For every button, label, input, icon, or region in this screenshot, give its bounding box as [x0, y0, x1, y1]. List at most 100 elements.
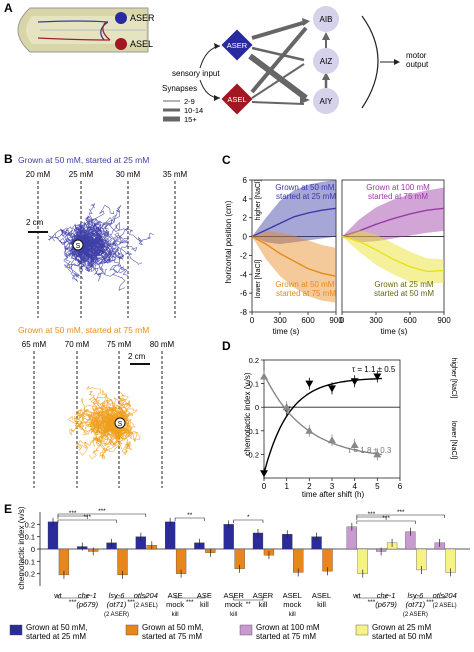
motor-bracket [361, 15, 379, 109]
e-significance-bracket [174, 595, 205, 599]
d-xlabel: time after shift (h) [302, 490, 365, 499]
d-plot: 0 1 2 3 4 5 6 -0.2 -0.1 0 0.1 0.2 [246, 356, 403, 491]
b-bottom-title: Grown at 50 mM, started at 75 mM [18, 325, 149, 335]
input-arrow-down [199, 79, 221, 99]
c-ytick-label: 0 [243, 233, 248, 242]
e-significance-label: *** [382, 515, 390, 522]
movement-track [91, 415, 121, 434]
e-significance-label: *** [368, 599, 376, 606]
c-plot-frame [251, 179, 337, 313]
d-ylabel: chemotactic index (vₗ/s) [243, 372, 252, 455]
c-mean-line [341, 235, 445, 273]
e-significance-label: *** [426, 599, 434, 606]
aser-label: ASER [130, 13, 155, 23]
e-significance-bracket [57, 595, 88, 599]
e-group-note: (2 ASEL) [433, 603, 457, 609]
c-ytick-label: 2 [243, 214, 248, 223]
d-ytick-label: -0.2 [246, 450, 259, 459]
e-group-note: (2 ASEL) [134, 603, 158, 609]
e-significance-label: *** [83, 514, 91, 521]
movement-track [107, 420, 121, 445]
movement-track [66, 244, 84, 283]
e-group-sublabel: (ot71) [406, 600, 426, 609]
c-xtick-label: 600 [403, 316, 417, 325]
e-significance-label: * [247, 514, 250, 521]
b-top-scale-label: 2 cm [26, 218, 44, 227]
d-xtick-label: 3 [330, 482, 335, 491]
b-top-tick-2: 25 mM [69, 170, 94, 179]
e-significance-bracket [356, 520, 416, 524]
d-data-point [305, 380, 314, 388]
aser-soma [115, 12, 127, 24]
d-data-point [350, 378, 359, 386]
e-group-sublabel: kill [200, 600, 209, 609]
e-significance-label: ** [187, 512, 193, 519]
legend-label-large: 15+ [184, 115, 197, 124]
d-ytick-label: -0.1 [246, 427, 259, 436]
movement-track [74, 216, 95, 246]
asel-dendrite [37, 37, 111, 41]
b-bottom-tick-4: 80 mM [150, 340, 175, 349]
b-top-tick-4: 35 mM [163, 170, 188, 179]
b-top-tracks [47, 203, 154, 291]
b-bottom-start-label: S [118, 421, 123, 428]
motor-output-text: motor output [406, 51, 429, 69]
legend-label-small: 2-9 [184, 97, 195, 106]
c-xlabel-left: time (s) [273, 327, 300, 336]
movement-track [77, 244, 129, 276]
d-ytick-label: 0.2 [249, 356, 259, 365]
c-mean-line [341, 207, 445, 238]
legend-label: Grown at 25 mM [372, 623, 431, 632]
e-group-label: ASEL [283, 591, 302, 600]
c-left-label-top: Grown at 50 mM, started at 25 mM [275, 183, 336, 201]
b-bottom-tracks [68, 385, 141, 460]
d-xtick-label: 5 [375, 482, 380, 491]
panel-d: D chemotactic index (vₗ/s) higher [NaCl]… [222, 339, 457, 499]
e-significance-bracket [356, 595, 387, 599]
d-tau-gray: τ = 1.8 ± 0.3 [348, 446, 392, 455]
asel-axon [102, 21, 111, 41]
c-ytick-label: -8 [240, 308, 248, 317]
b-bottom-start-marker [114, 417, 126, 429]
c-confidence-band [342, 229, 444, 284]
movement-track [75, 224, 118, 257]
asel-label: ASEL [130, 39, 153, 49]
e-significance-bracket [233, 597, 264, 601]
e-group-label: ASER [223, 591, 244, 600]
movement-track [86, 385, 126, 424]
c-ytick-label: 6 [243, 176, 248, 185]
e-group-sublabel: kill [259, 600, 268, 609]
e-significance-bracket [356, 516, 387, 520]
legend-swatch [9, 624, 23, 636]
legend-swatch [239, 624, 253, 636]
e-plot: -0.2-0.100.10.2wt che-1(p679)lsy-6(ot71)(… [22, 508, 470, 618]
e-ytick-label: -0.1 [22, 557, 35, 566]
e-significance-bracket [356, 514, 445, 518]
legend-label: started at 75 mM [142, 632, 202, 641]
aiz-node [313, 48, 339, 74]
c-ytick-label: 4 [243, 195, 248, 204]
e-ytick-label: -0.2 [22, 570, 35, 579]
legend-label: started at 75 mM [256, 632, 316, 641]
aib-node [313, 6, 339, 32]
input-arrow-up [199, 45, 221, 69]
synapses-legend-title: Synapses [162, 84, 197, 93]
e-group-label: lsy-6 [109, 591, 126, 600]
aser-diamond [221, 29, 253, 61]
panel-letter-e: E [4, 502, 12, 516]
legend-label-medium: 10-14 [184, 106, 203, 115]
d-xtick-label: 0 [262, 482, 267, 491]
panel-e: E chemotactic index (vₗ/s) -0.2 -0.1 0 0.1 0… [4, 502, 470, 618]
e-significance-bracket [57, 519, 117, 523]
e-group-note: kill [172, 612, 179, 618]
d-tau-black: τ = 1.1 ± 0.5 [352, 365, 396, 374]
d-lower-label: lower [NaCl] [450, 421, 457, 459]
e-significance-label: *** [69, 510, 77, 517]
c-right-label-top: Grown at 100 mM started at 75 mM [366, 183, 430, 201]
e-group-sublabel: (p679) [375, 600, 397, 609]
c-mean-line [251, 207, 337, 238]
legend-swatch [355, 624, 369, 636]
movement-track [106, 407, 122, 431]
d-xtick-label: 6 [398, 482, 403, 491]
